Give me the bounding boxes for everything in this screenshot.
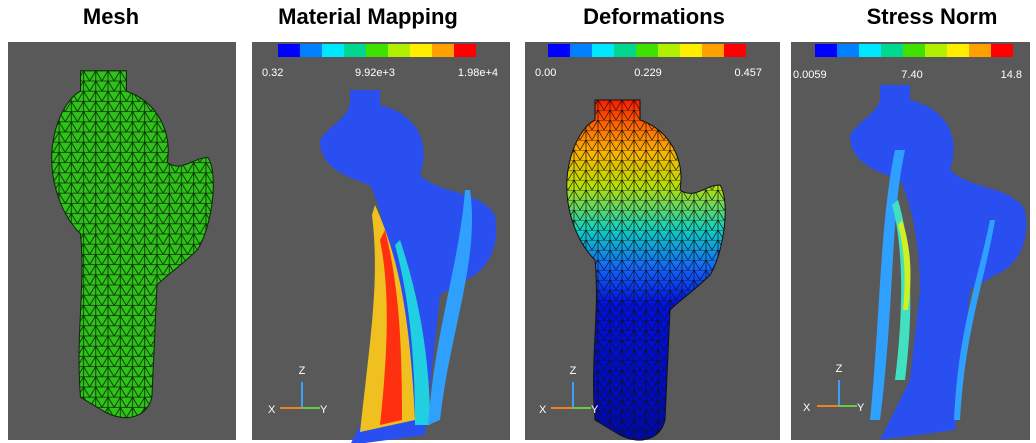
axis-triad: Z X Y <box>268 365 328 416</box>
colorbar <box>548 44 746 57</box>
axis-label: Z <box>836 363 843 375</box>
panel-deformations: 0.00 0.229 0.457 Z X Y <box>525 42 780 441</box>
axis-label: Z <box>570 365 577 377</box>
colorbar-label: 0.0059 <box>793 69 827 81</box>
colorbar-label: 0.229 <box>634 67 662 79</box>
colorbar-label: 14.8 <box>1001 69 1022 81</box>
panel-material: 0.32 9.92e+3 1.98e+4 Z X Y <box>252 42 510 443</box>
colorbar <box>815 44 1013 57</box>
panel-mesh <box>8 42 236 440</box>
colorbar-label: 0.32 <box>262 67 283 79</box>
panel-title: Material Mapping <box>278 4 458 29</box>
panel-title: Stress Norm <box>867 4 998 29</box>
axis-label: X <box>803 402 811 414</box>
axis-triad: Z X Y <box>539 365 599 416</box>
colorbar-label: 0.457 <box>734 67 762 79</box>
axis-label: X <box>268 404 276 416</box>
axis-triad: Z X Y <box>803 363 865 414</box>
colorbar-label: 9.92e+3 <box>355 67 395 79</box>
axis-label: Y <box>857 402 865 414</box>
axis-label: Z <box>299 365 306 377</box>
axis-label: Y <box>591 404 599 416</box>
colorbar <box>278 44 476 57</box>
axis-label: Y <box>320 404 328 416</box>
panel-stress: 0.0059 7.40 14.8 Z X Y <box>791 42 1030 440</box>
colorbar-label: 7.40 <box>901 69 922 81</box>
panel-title: Deformations <box>583 4 725 29</box>
colorbar-label: 0.00 <box>535 67 556 79</box>
axis-label: X <box>539 404 547 416</box>
colorbar-label: 1.98e+4 <box>458 67 498 79</box>
panel-title: Mesh <box>83 4 139 29</box>
